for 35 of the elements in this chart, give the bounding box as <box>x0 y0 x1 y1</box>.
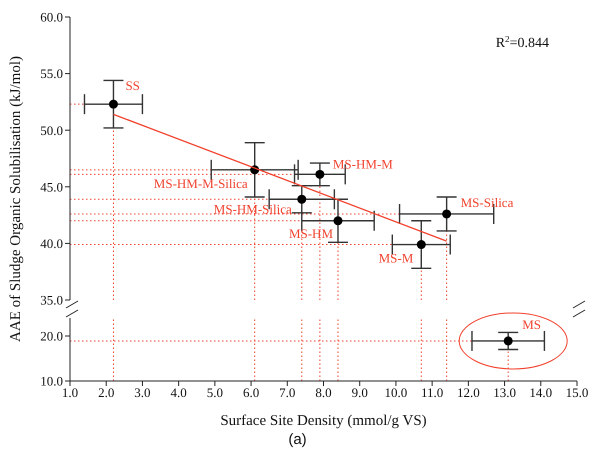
y-tick-label: 35.0 <box>40 292 63 308</box>
annotation: MS <box>522 316 541 332</box>
x-tick-label: 14.0 <box>529 385 552 400</box>
x-tick-label: 2.0 <box>98 385 114 400</box>
y-tick-label: 60.0 <box>40 10 63 25</box>
annotation: MS-HM <box>288 226 334 241</box>
annotation: MS-HM-M-Silica <box>154 176 248 191</box>
x-tick-label: 9.0 <box>352 385 368 400</box>
x-tick-label: 3.0 <box>134 385 151 400</box>
y-axis-title: AAE of Sludge Organic Solubilisation (kJ/mol) <box>8 56 24 342</box>
x-axis-title: Surface Site Density (mmol/g VS) <box>220 413 427 429</box>
x-tick-label: 7.0 <box>279 385 296 400</box>
annotation: MS-M <box>378 250 414 266</box>
y-tick-label: 20.0 <box>40 328 63 344</box>
y-tick-label: 55.0 <box>40 66 63 82</box>
annotation: MS-HM-M <box>332 156 394 172</box>
text: (a) <box>288 431 307 448</box>
x-tick-label: 8.0 <box>315 385 332 400</box>
y-tick-label: 40.0 <box>40 236 63 252</box>
annotation: R$^{2}$=0.844 <box>496 34 549 51</box>
annotation: MS-HM-Silica <box>214 201 292 216</box>
y-tick-label: 50.0 <box>40 122 63 138</box>
x-tick-label: 4.0 <box>170 385 187 400</box>
x-tick-label: 12.0 <box>456 385 480 400</box>
annotation: MS-Silica <box>460 194 514 210</box>
x-tick-label: 15.0 <box>566 385 588 400</box>
x-tick-label: 13.0 <box>493 385 516 400</box>
x-tick-label: 1.0 <box>62 385 78 400</box>
x-tick-label: 11.0 <box>421 385 444 400</box>
x-tick-label: 5.0 <box>206 385 223 400</box>
x-tick-label: 10.0 <box>384 385 408 400</box>
y-tick-label: 45.0 <box>40 179 63 194</box>
annotation: SS <box>125 78 140 94</box>
x-tick-label: 6.0 <box>242 385 260 400</box>
y-tick-label: 10.0 <box>40 374 63 389</box>
